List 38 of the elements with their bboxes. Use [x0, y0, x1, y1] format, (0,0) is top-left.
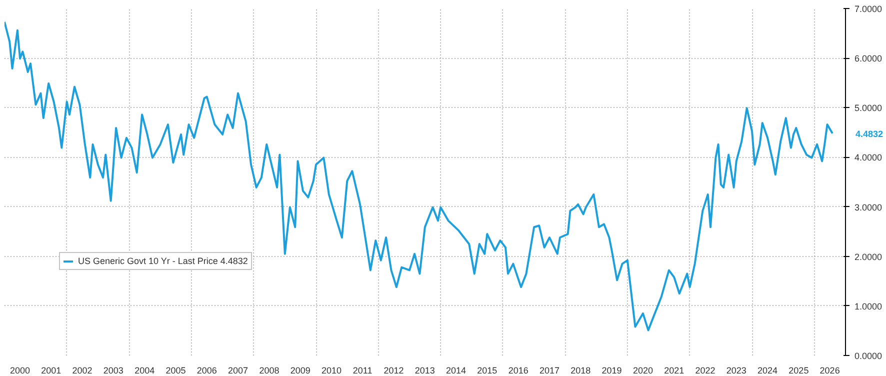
- x-tick-label: 2000: [10, 366, 30, 376]
- y-tick-label: 1.0000: [854, 301, 882, 312]
- x-tick-label: 2003: [103, 366, 124, 376]
- x-tick-label: 2023: [726, 366, 746, 376]
- x-tick-label: 2014: [446, 366, 466, 376]
- y-tick-label: 4.0000: [854, 152, 882, 163]
- line-series: [4, 20, 834, 332]
- x-tick-label: 2022: [695, 366, 716, 376]
- x-tick-label: 2016: [508, 366, 528, 376]
- x-tick-label: 2017: [539, 366, 560, 376]
- x-tick-label: 2002: [72, 366, 92, 376]
- x-tick-label: 2018: [570, 366, 591, 376]
- y-tick-label: 5.0000: [854, 103, 882, 114]
- y-tick-label: 7.0000: [854, 4, 882, 14]
- x-tick-label: 2015: [477, 366, 498, 376]
- x-tick-label: 2024: [758, 366, 778, 376]
- text: 4.4832: [856, 128, 884, 139]
- y-tick-label: 0.0000: [854, 351, 882, 361]
- x-tick-label: 2012: [384, 366, 404, 376]
- x-tick-label: 2007: [228, 366, 248, 376]
- x-tick-label: 2020: [632, 366, 653, 376]
- x-tick-label: 2009: [290, 366, 310, 376]
- x-tick-label: 2025: [788, 366, 809, 376]
- x-tick-label: 2008: [259, 366, 280, 376]
- x-tick-label: 2005: [166, 366, 186, 376]
- x-tick-label: 2019: [602, 366, 622, 376]
- y-tick-label: 3.0000: [854, 202, 882, 212]
- x-tick-label: 2013: [414, 366, 435, 376]
- x-tick-label: 2001: [41, 366, 62, 376]
- x-tick-label: 2011: [352, 366, 372, 376]
- x-tick-label: 2021: [664, 366, 684, 376]
- legend-label: US Generic Govt 10 Yr - Last Price 4.4832: [78, 256, 248, 266]
- y-tick-label: 6.0000: [854, 54, 882, 64]
- y-tick-label: 2.0000: [854, 252, 882, 262]
- x-tick-label: 2010: [321, 366, 342, 376]
- x-tick-label: 2004: [134, 366, 155, 376]
- x-tick-label: 2026: [820, 366, 840, 376]
- x-tick-label: 2006: [196, 366, 217, 376]
